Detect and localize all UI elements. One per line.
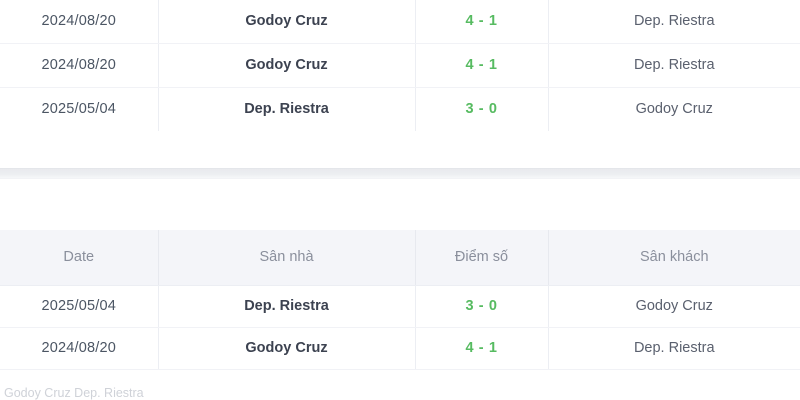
table-row[interactable]: 2024/08/20 Godoy Cruz 4 - 1 Dep. Riestra	[0, 327, 800, 370]
upper-results-table-body: 2024/08/20 Godoy Cruz 4 - 1 Dep. Riestra…	[0, 0, 800, 132]
column-header-home[interactable]: Sân nhà	[158, 230, 416, 286]
table-row[interactable]: 2024/08/20 Godoy Cruz 4 - 1 Dep. Riestra	[0, 43, 800, 88]
table-row[interactable]: 2024/08/20 Godoy Cruz 4 - 1 Dep. Riestra	[0, 0, 800, 44]
upper-results-table: 2024/08/20 Godoy Cruz 4 - 1 Dep. Riestra…	[0, 0, 800, 132]
upper-results-table-container: 2024/08/20 Godoy Cruz 4 - 1 Dep. Riestra…	[0, 0, 800, 132]
lower-results-table-header: Date Sân nhà Điểm số Sân khách	[0, 230, 800, 286]
cell-score[interactable]: 3 - 0	[415, 285, 549, 328]
cell-away-team[interactable]: Dep. Riestra	[548, 0, 800, 44]
cell-away-team[interactable]: Dep. Riestra	[548, 327, 800, 370]
cell-away-team[interactable]: Godoy Cruz	[548, 285, 800, 328]
lower-results-table-body: 2025/05/04 Dep. Riestra 3 - 0 Godoy Cruz…	[0, 285, 800, 370]
section-gap	[0, 131, 800, 230]
table-header-row: Date Sân nhà Điểm số Sân khách	[0, 230, 800, 286]
cell-date: 2024/08/20	[0, 0, 159, 44]
cell-score[interactable]: 3 - 0	[415, 87, 549, 132]
lower-results-table-container: Date Sân nhà Điểm số Sân khách 2025/05/0…	[0, 230, 800, 370]
footnote-text: Godoy Cruz Dep. Riestra	[4, 386, 144, 400]
cell-date: 2025/05/04	[0, 87, 159, 132]
cell-home-team[interactable]: Godoy Cruz	[158, 327, 416, 370]
cell-home-team[interactable]: Dep. Riestra	[158, 285, 416, 328]
column-header-away[interactable]: Sân khách	[548, 230, 800, 286]
cell-away-team[interactable]: Godoy Cruz	[548, 87, 800, 132]
cell-date: 2024/08/20	[0, 327, 159, 370]
cell-date: 2025/05/04	[0, 285, 159, 328]
column-header-score[interactable]: Điểm số	[415, 230, 549, 286]
cell-home-team[interactable]: Godoy Cruz	[158, 43, 416, 88]
cell-home-team[interactable]: Godoy Cruz	[158, 0, 416, 44]
lower-results-table: Date Sân nhà Điểm số Sân khách 2025/05/0…	[0, 230, 800, 370]
table-row[interactable]: 2025/05/04 Dep. Riestra 3 - 0 Godoy Cruz	[0, 87, 800, 132]
cell-date: 2024/08/20	[0, 43, 159, 88]
cell-home-team[interactable]: Dep. Riestra	[158, 87, 416, 132]
cell-score[interactable]: 4 - 1	[415, 327, 549, 370]
cell-score[interactable]: 4 - 1	[415, 43, 549, 88]
column-header-date[interactable]: Date	[0, 230, 159, 286]
cell-score[interactable]: 4 - 1	[415, 0, 549, 44]
table-row[interactable]: 2025/05/04 Dep. Riestra 3 - 0 Godoy Cruz	[0, 285, 800, 328]
cell-away-team[interactable]: Dep. Riestra	[548, 43, 800, 88]
section-separator	[0, 168, 800, 179]
